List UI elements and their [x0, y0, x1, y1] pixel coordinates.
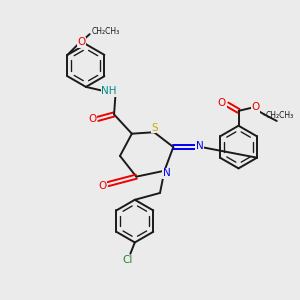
Text: O: O	[77, 37, 86, 47]
Text: CH₂CH₃: CH₂CH₃	[266, 111, 294, 120]
Text: NH: NH	[101, 86, 117, 96]
Text: O: O	[88, 115, 97, 124]
Text: S: S	[152, 123, 158, 133]
Text: N: N	[163, 168, 171, 178]
Text: CH₂CH₃: CH₂CH₃	[91, 27, 119, 36]
Text: Cl: Cl	[122, 255, 133, 265]
Text: O: O	[251, 102, 260, 112]
Text: N: N	[196, 141, 203, 152]
Text: O: O	[98, 181, 106, 190]
Text: O: O	[218, 98, 226, 108]
